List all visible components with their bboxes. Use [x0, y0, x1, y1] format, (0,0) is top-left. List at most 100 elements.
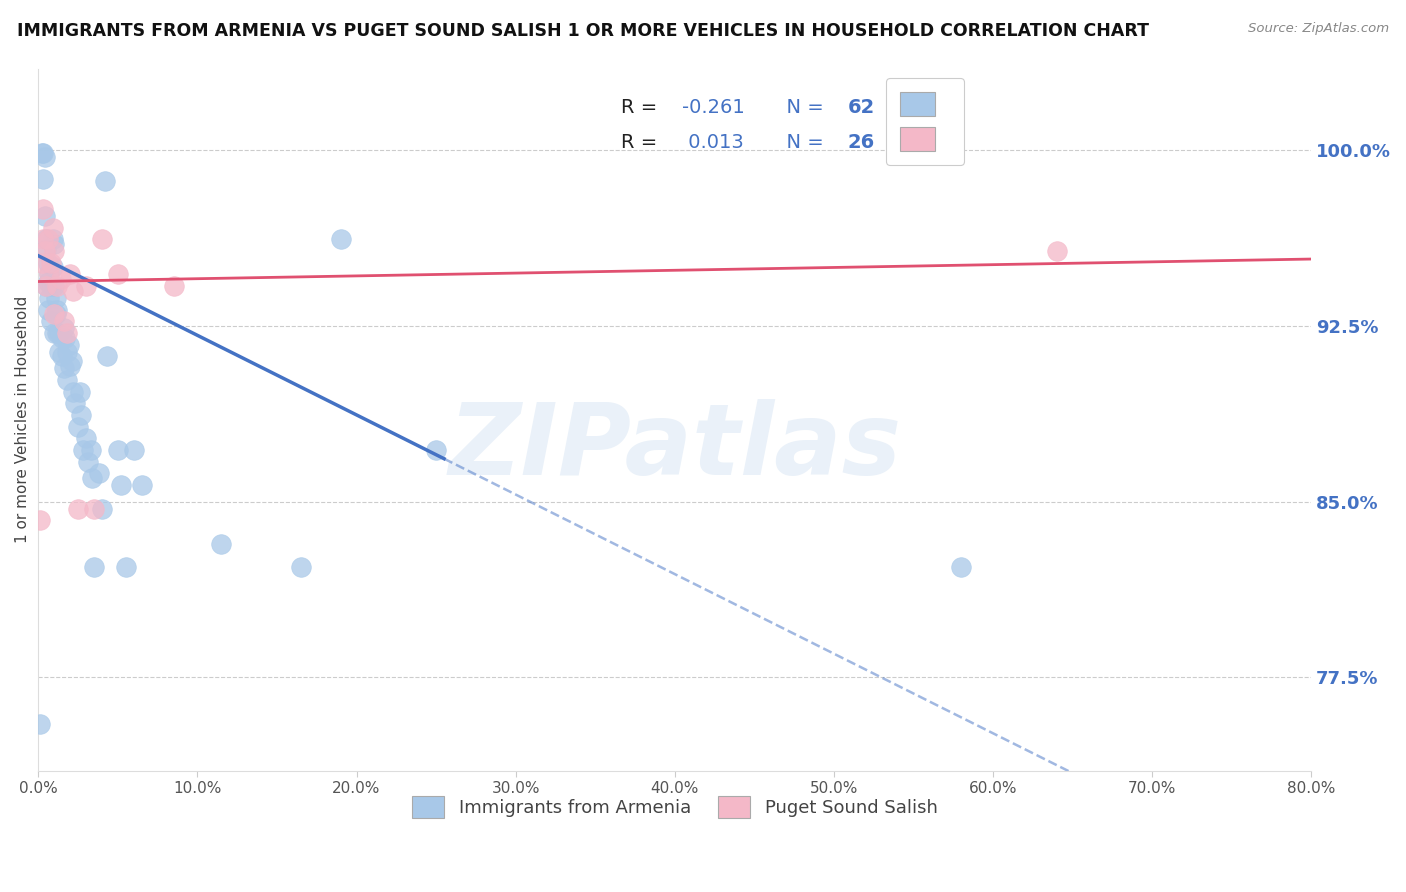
Point	[58, 337, 80, 351]
Point	[83, 501, 105, 516]
Point	[38, 268, 60, 282]
Point	[38, 291, 60, 305]
Point	[91, 232, 114, 246]
Point	[209, 536, 232, 550]
Point	[28, 513, 51, 527]
Point	[32, 202, 55, 216]
Point	[37, 302, 59, 317]
Point	[44, 237, 66, 252]
Point	[55, 331, 77, 345]
Point	[87, 467, 110, 481]
Point	[34, 244, 56, 258]
Point	[425, 443, 447, 458]
Point	[1045, 244, 1067, 258]
Text: 62: 62	[848, 97, 875, 117]
Point	[1331, 326, 1354, 340]
Point	[45, 291, 67, 305]
Point	[67, 501, 90, 516]
Point	[44, 326, 66, 340]
Point	[72, 443, 94, 458]
Point	[39, 279, 62, 293]
Point	[37, 275, 59, 289]
Point	[62, 284, 84, 298]
Point	[44, 307, 66, 321]
Point	[41, 232, 63, 246]
Text: N =: N =	[775, 133, 830, 152]
Point	[56, 326, 79, 340]
Text: 26: 26	[848, 133, 875, 152]
Point	[52, 314, 75, 328]
Point	[45, 307, 67, 321]
Point	[52, 361, 75, 376]
Text: ZIPatlas: ZIPatlas	[449, 400, 901, 496]
Point	[35, 232, 58, 246]
Point	[32, 232, 55, 246]
Point	[80, 443, 103, 458]
Point	[28, 717, 51, 731]
Point	[76, 455, 98, 469]
Point	[34, 209, 56, 223]
Point	[63, 396, 86, 410]
Point	[69, 384, 91, 399]
Text: 0.013: 0.013	[682, 133, 744, 152]
Point	[162, 279, 184, 293]
Point	[60, 354, 83, 368]
Y-axis label: 1 or more Vehicles in Household: 1 or more Vehicles in Household	[15, 296, 30, 543]
Point	[52, 321, 75, 335]
Point	[35, 279, 58, 293]
Point	[35, 279, 58, 293]
Point	[70, 408, 93, 422]
Point	[44, 244, 66, 258]
Point	[51, 350, 73, 364]
Point	[38, 268, 60, 282]
Point	[67, 419, 90, 434]
Point	[32, 145, 55, 160]
Point	[39, 256, 62, 270]
Point	[75, 431, 97, 445]
Text: R =: R =	[621, 133, 664, 152]
Point	[37, 232, 59, 246]
Point	[290, 560, 312, 574]
Point	[41, 220, 63, 235]
Point	[46, 302, 69, 317]
Point	[48, 344, 70, 359]
Point	[91, 501, 114, 516]
Point	[48, 326, 70, 340]
Point	[115, 560, 138, 574]
Point	[32, 171, 55, 186]
Text: Source: ZipAtlas.com: Source: ZipAtlas.com	[1249, 22, 1389, 36]
Text: N =: N =	[775, 97, 830, 117]
Point	[122, 443, 145, 458]
Legend: Immigrants from Armenia, Puget Sound Salish: Immigrants from Armenia, Puget Sound Sal…	[405, 789, 945, 825]
Point	[44, 279, 66, 293]
Point	[82, 471, 104, 485]
Text: R =: R =	[621, 97, 664, 117]
Point	[56, 373, 79, 387]
Point	[34, 151, 56, 165]
Point	[75, 279, 97, 293]
Point	[62, 384, 84, 399]
Point	[41, 260, 63, 275]
Point	[329, 232, 352, 246]
Text: IMMIGRANTS FROM ARMENIA VS PUGET SOUND SALISH 1 OR MORE VEHICLES IN HOUSEHOLD CO: IMMIGRANTS FROM ARMENIA VS PUGET SOUND S…	[17, 22, 1149, 40]
Point	[94, 174, 117, 188]
Point	[107, 443, 129, 458]
Point	[83, 560, 105, 574]
Point	[31, 256, 53, 270]
Point	[46, 279, 69, 293]
Point	[51, 331, 73, 345]
Point	[31, 145, 53, 160]
Point	[56, 344, 79, 359]
Point	[46, 326, 69, 340]
Text: -0.261: -0.261	[682, 97, 745, 117]
Point	[39, 314, 62, 328]
Point	[96, 350, 118, 364]
Point	[950, 560, 973, 574]
Point	[131, 478, 153, 492]
Point	[35, 242, 58, 256]
Point	[59, 359, 82, 373]
Point	[49, 272, 72, 286]
Point	[110, 478, 132, 492]
Point	[107, 268, 129, 282]
Point	[37, 256, 59, 270]
